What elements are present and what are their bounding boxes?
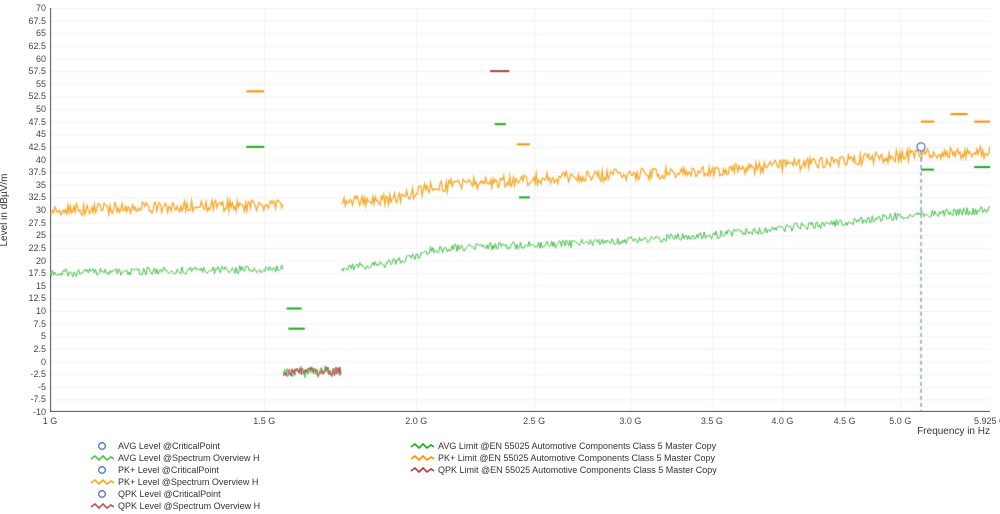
y-tick: -7.5 [0, 394, 50, 404]
y-tick: 57.5 [0, 66, 50, 76]
y-axis-label: Level in dBµV/m [0, 173, 10, 246]
legend-label: AVG Level @CriticalPoint [118, 441, 220, 451]
x-tick: 5.0 G [889, 412, 911, 426]
x-tick: 3.5 G [701, 412, 723, 426]
y-tick: 45 [0, 129, 50, 139]
legend-label: QPK Limit @EN 55025 Automotive Component… [438, 465, 717, 475]
x-axis-label: Frequency in Hz [870, 426, 990, 437]
legend-label: AVG Level @Spectrum Overview H [118, 453, 260, 463]
y-tick: -2.5 [0, 369, 50, 379]
trace-swatch-icon [90, 453, 114, 463]
y-tick: 20 [0, 256, 50, 266]
y-tick: 15 [0, 281, 50, 291]
y-tick: 50 [0, 104, 50, 114]
chart-canvas [50, 8, 990, 412]
x-axis-ticks: 1 G1.5 G2.0 G2.5 G3.0 G3.5 G4.0 G4.5 G5.… [50, 412, 990, 432]
y-tick: 2.5 [0, 344, 50, 354]
trace-swatch-icon [410, 441, 434, 451]
y-tick: 62.5 [0, 41, 50, 51]
marker-ring-icon [90, 489, 114, 499]
legend-label: PK+ Level @CriticalPoint [118, 465, 219, 475]
x-tick: 5.925 G [974, 412, 1000, 426]
x-tick: 3.0 G [619, 412, 641, 426]
legend-item: QPK Limit @EN 55025 Automotive Component… [410, 464, 717, 476]
trace-swatch-icon [90, 477, 114, 487]
legend-item: AVG Limit @EN 55025 Automotive Component… [410, 440, 717, 452]
y-tick: 65 [0, 28, 50, 38]
legend-item: QPK Level @CriticalPoint [90, 488, 260, 500]
y-tick: 42.5 [0, 142, 50, 152]
y-tick: 52.5 [0, 91, 50, 101]
y-tick: -5 [0, 382, 50, 392]
emc-spectrum-chart: -10-7.5-5-2.502.557.51012.51517.52022.52… [0, 0, 1000, 510]
legend-item: PK+ Level @CriticalPoint [90, 464, 260, 476]
legend-item: PK+ Limit @EN 55025 Automotive Component… [410, 452, 717, 464]
trace-swatch-icon [410, 465, 434, 475]
marker-ring-icon [90, 441, 114, 451]
y-tick: 40 [0, 155, 50, 165]
marker-ring-icon [90, 465, 114, 475]
x-tick: 4.0 G [771, 412, 793, 426]
x-tick: 1 G [43, 412, 58, 426]
x-tick: 2.5 G [523, 412, 545, 426]
y-tick: 7.5 [0, 319, 50, 329]
legend-item: AVG Level @Spectrum Overview H [90, 452, 260, 464]
legend-item: PK+ Level @Spectrum Overview H [90, 476, 260, 488]
y-tick: 60 [0, 54, 50, 64]
legend-item: QPK Level @Spectrum Overview H [90, 500, 260, 512]
legend-label: AVG Limit @EN 55025 Automotive Component… [438, 441, 716, 451]
y-tick: 17.5 [0, 268, 50, 278]
y-tick: 67.5 [0, 16, 50, 26]
legend-label: QPK Level @CriticalPoint [118, 489, 221, 499]
y-tick: 12.5 [0, 293, 50, 303]
y-tick: 47.5 [0, 117, 50, 127]
x-tick: 1.5 G [253, 412, 275, 426]
x-tick: 2.0 G [405, 412, 427, 426]
y-tick: 10 [0, 306, 50, 316]
legend-column: AVG Limit @EN 55025 Automotive Component… [410, 440, 717, 476]
x-tick: 4.5 G [834, 412, 856, 426]
y-tick: 5 [0, 331, 50, 341]
legend-label: PK+ Level @Spectrum Overview H [118, 477, 258, 487]
legend-item: AVG Level @CriticalPoint [90, 440, 260, 452]
plot-area [50, 8, 990, 412]
trace-swatch-icon [410, 453, 434, 463]
y-tick: 55 [0, 79, 50, 89]
legend-column: AVG Level @CriticalPoint AVG Level @Spect… [90, 440, 260, 512]
y-tick: 70 [0, 3, 50, 13]
legend-label: PK+ Limit @EN 55025 Automotive Component… [438, 453, 715, 463]
y-tick: 0 [0, 357, 50, 367]
